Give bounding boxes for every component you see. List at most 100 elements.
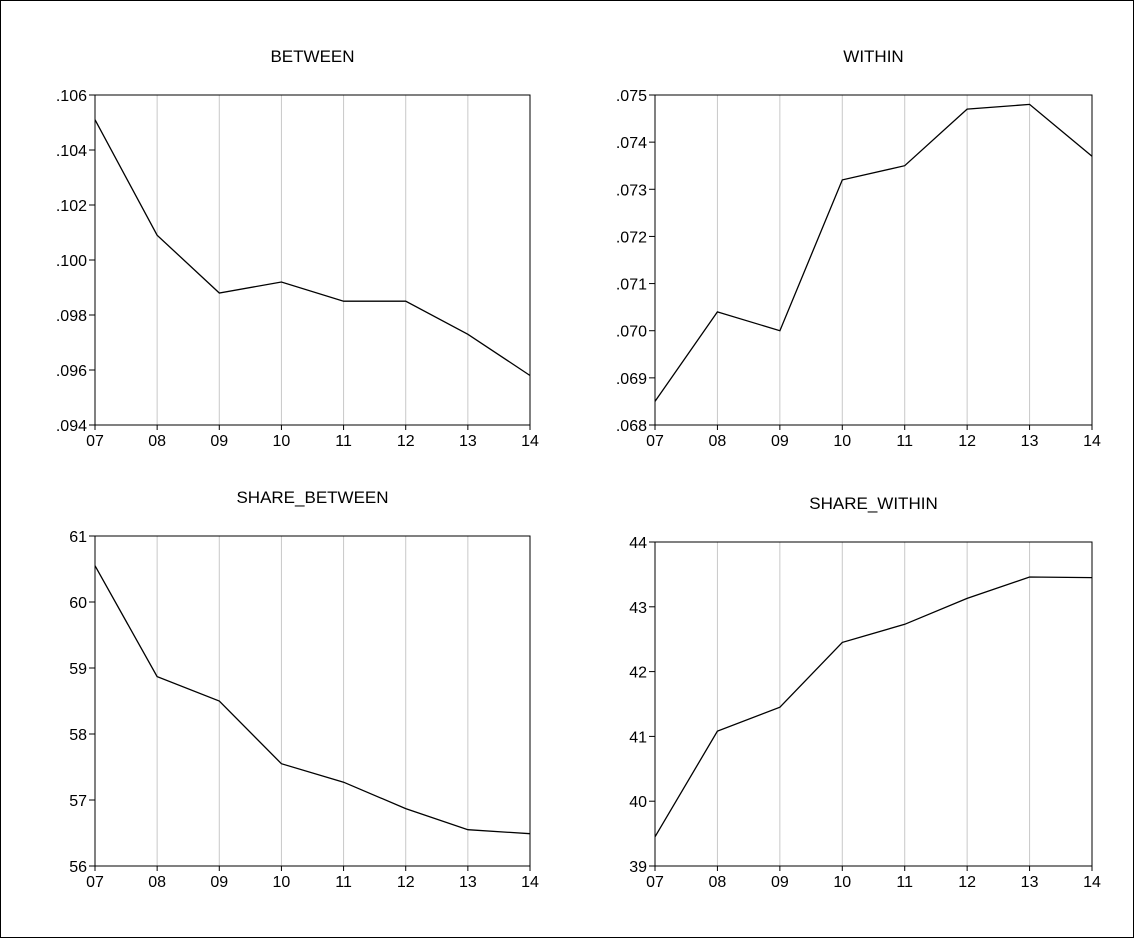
y-tick-label: .075	[616, 88, 647, 105]
y-tick-label: 59	[69, 661, 87, 678]
x-tick-label: 13	[1021, 874, 1039, 891]
x-tick-label: 13	[459, 433, 477, 450]
y-tick-label: 41	[629, 729, 647, 746]
chart-share-within: 39 40 41 42 43 44 07 08 09 10 11 12 13 14 SHARE_WITHIN	[629, 494, 1101, 891]
data-point-07	[654, 400, 657, 403]
y-tick-label: 44	[629, 535, 647, 552]
data-point-12	[966, 108, 969, 111]
data-point-10	[280, 281, 283, 284]
x-tick-label: 12	[958, 874, 976, 891]
y-tick-label: 42	[629, 665, 647, 682]
plot-area	[654, 94, 1093, 426]
data-point-09	[778, 329, 781, 332]
y-tick-label: .102	[56, 198, 87, 215]
x-tick-label: 10	[833, 874, 851, 891]
x-tick-label: 11	[896, 433, 913, 450]
series-line-share-between	[94, 565, 531, 835]
data-point-12	[404, 807, 407, 810]
x-tick-label: 11	[335, 433, 352, 450]
plot-area	[94, 94, 531, 426]
data-point-09	[778, 706, 781, 709]
y-tick-label: .094	[56, 418, 87, 435]
y-tick-label: 61	[69, 529, 87, 546]
data-point-14	[529, 832, 532, 835]
data-point-12	[966, 597, 969, 600]
data-point-13	[466, 333, 469, 336]
y-tick-label: 40	[629, 794, 647, 811]
y-tick-label: 39	[629, 859, 647, 876]
series-line-within	[654, 103, 1093, 402]
data-point-13	[1028, 103, 1031, 106]
x-tick-label: 12	[397, 433, 415, 450]
x-tick-label: 13	[1021, 433, 1039, 450]
data-point-10	[841, 178, 844, 181]
y-tick-label: .074	[616, 135, 647, 152]
x-tick-label: 09	[210, 433, 228, 450]
y-tick-label: .070	[616, 324, 647, 341]
data-point-07	[654, 835, 657, 838]
data-point-08	[716, 730, 719, 733]
chart-title: BETWEEN	[270, 47, 354, 66]
y-tick-label: .106	[56, 88, 87, 105]
data-point-11	[903, 164, 906, 167]
chart-between: .094 .096 .098 .100 .102 .104 .106 07 08 09 10 11 12…	[56, 47, 539, 450]
data-point-13	[466, 828, 469, 831]
data-point-14	[1091, 155, 1094, 158]
x-tick-label: 07	[86, 874, 104, 891]
x-tick-label: 07	[86, 433, 104, 450]
data-point-12	[404, 300, 407, 303]
data-point-08	[156, 234, 159, 237]
data-point-08	[716, 310, 719, 313]
data-point-14	[529, 374, 532, 377]
chart-title: SHARE_BETWEEN	[236, 488, 388, 507]
data-point-14	[1091, 576, 1094, 579]
y-tick-label: .071	[616, 277, 647, 294]
y-tick-label: .096	[56, 363, 87, 380]
y-tick-label: 58	[69, 727, 87, 744]
data-point-07	[94, 118, 97, 121]
data-point-11	[342, 300, 345, 303]
y-tick-label: .100	[56, 253, 87, 270]
plot-area	[654, 541, 1093, 867]
y-tick-label: 60	[69, 595, 87, 612]
x-tick-label: 11	[335, 874, 352, 891]
x-tick-label: 10	[273, 433, 291, 450]
data-point-10	[841, 641, 844, 644]
chart-share-between: 56 57 58 59 60 61 07 08 09 10 11 12 13 14 SHARE_BETWEE…	[69, 488, 539, 891]
x-tick-label: 12	[397, 874, 415, 891]
x-tick-label: 07	[646, 874, 664, 891]
x-tick-label: 08	[709, 874, 727, 891]
x-tick-label: 09	[771, 433, 789, 450]
y-tick-label: .072	[616, 229, 647, 246]
data-point-09	[218, 292, 221, 295]
chart-title: SHARE_WITHIN	[809, 494, 937, 513]
x-tick-label: 09	[210, 874, 228, 891]
x-tick-label: 14	[1083, 874, 1101, 891]
x-tick-label: 08	[148, 433, 166, 450]
y-tick-label: .098	[56, 308, 87, 325]
data-point-09	[218, 700, 221, 703]
chart-title: WITHIN	[843, 47, 903, 66]
x-tick-label: 08	[709, 433, 727, 450]
x-tick-label: 12	[958, 433, 976, 450]
y-tick-label: .069	[616, 371, 647, 388]
data-point-07	[94, 564, 97, 567]
x-tick-label: 13	[459, 874, 477, 891]
series-line-share-within	[654, 576, 1093, 838]
x-tick-label: 14	[1083, 433, 1101, 450]
x-tick-label: 11	[896, 874, 913, 891]
data-point-11	[903, 623, 906, 626]
x-tick-label: 09	[771, 874, 789, 891]
data-point-11	[342, 781, 345, 784]
plot-area	[94, 535, 531, 867]
x-tick-label: 14	[521, 874, 539, 891]
x-tick-label: 10	[273, 874, 291, 891]
y-tick-label: 43	[629, 600, 647, 617]
y-tick-label: .073	[616, 182, 647, 199]
data-point-13	[1028, 575, 1031, 578]
y-tick-label: .104	[56, 143, 87, 160]
chart-within: .068 .069 .070 .071 .072 .073 .074 .075 07 08 09 10…	[616, 47, 1101, 450]
x-tick-label: 10	[833, 433, 851, 450]
y-tick-label: .068	[616, 418, 647, 435]
